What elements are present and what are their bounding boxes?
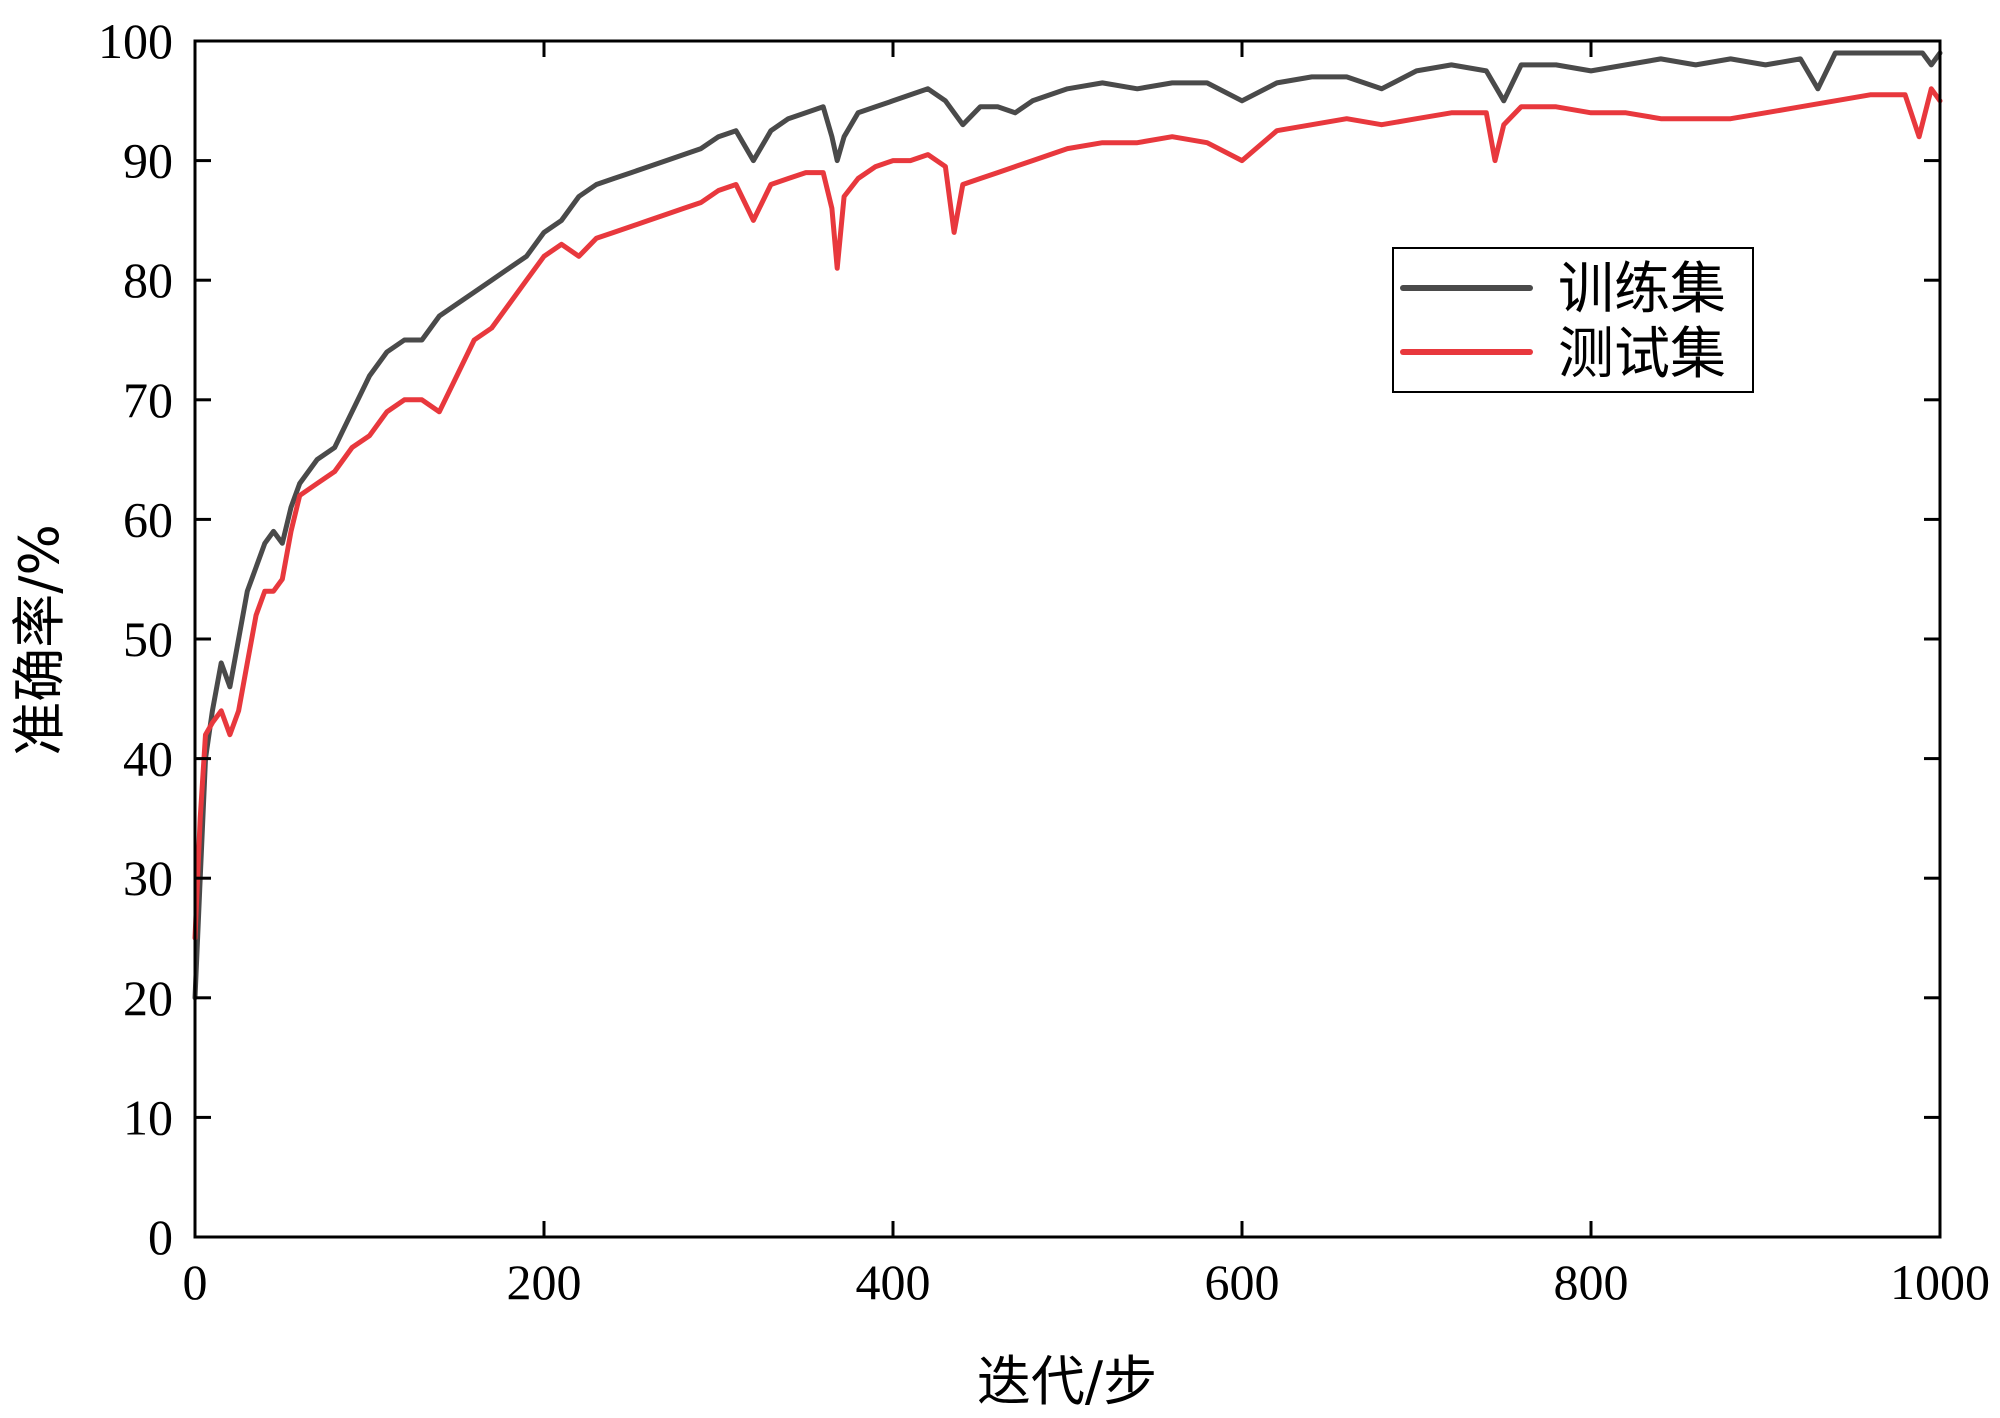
x-tick-label: 400 [856, 1254, 931, 1310]
y-axis: 0 10 20 30 40 50 60 70 80 90 100 [98, 13, 1940, 1265]
x-tick-label: 1000 [1890, 1254, 1990, 1310]
legend-box [1392, 247, 1754, 393]
x-tick-label: 200 [507, 1254, 582, 1310]
legend-label-test: 测试集 [1558, 322, 1726, 387]
y-tick-label: 40 [123, 731, 173, 787]
y-tick-label: 100 [98, 13, 173, 69]
y-tick-label: 80 [123, 252, 173, 308]
legend: 训练集 测试集 [1392, 247, 1754, 393]
legend-label-train: 训练集 [1558, 257, 1726, 322]
y-tick-label: 0 [148, 1209, 173, 1265]
series-line-0 [192, 50, 1943, 1001]
y-tick-label: 60 [123, 491, 173, 547]
y-tick-label: 50 [123, 611, 173, 667]
y-tick-label: 30 [123, 850, 173, 906]
x-axis: 0 200 400 600 800 1000 [183, 41, 1990, 1310]
y-tick-label: 10 [123, 1089, 173, 1145]
y-tick-label: 70 [123, 372, 173, 428]
x-tick-label: 600 [1205, 1254, 1280, 1310]
x-axis-title: 迭代/步 [977, 1350, 1157, 1413]
series-line-1 [192, 86, 1943, 941]
y-tick-label: 90 [123, 133, 173, 189]
y-tick-label: 20 [123, 970, 173, 1026]
x-tick-label: 800 [1554, 1254, 1629, 1310]
y-axis-title: 准确率/% [8, 524, 71, 756]
x-tick-label: 0 [183, 1254, 208, 1310]
plot-lines [192, 50, 1943, 1001]
